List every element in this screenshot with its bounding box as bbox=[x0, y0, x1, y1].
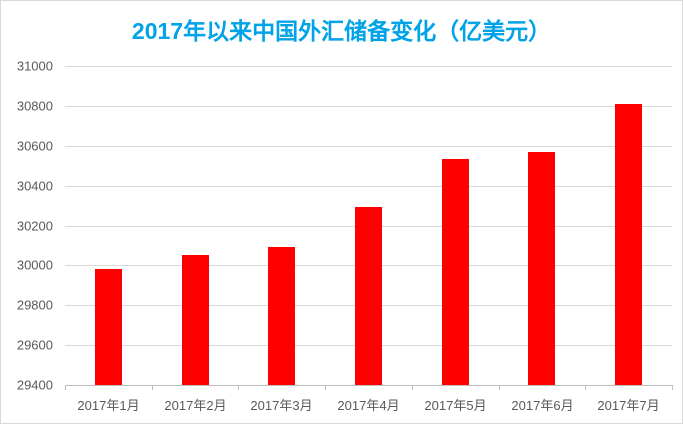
y-axis-tick-label: 30400 bbox=[16, 178, 53, 194]
x-axis-line bbox=[65, 385, 672, 386]
chart-title: 2017年以来中国外汇储备变化（亿美元） bbox=[131, 18, 552, 44]
bar-2017年7月 bbox=[615, 104, 642, 385]
y-gridline bbox=[65, 186, 672, 187]
x-axis-tick-mark bbox=[65, 385, 66, 390]
y-gridline bbox=[65, 146, 672, 147]
y-axis-tick-label: 30600 bbox=[16, 138, 53, 154]
x-axis-tick-label: 2017年1月 bbox=[77, 398, 140, 413]
y-gridline bbox=[65, 66, 672, 67]
bar-2017年6月 bbox=[528, 152, 555, 385]
bar-2017年3月 bbox=[268, 247, 295, 385]
y-axis-tick-label: 29600 bbox=[16, 337, 53, 353]
bar-2017年5月 bbox=[442, 159, 469, 385]
y-axis-tick-label: 30000 bbox=[16, 257, 53, 273]
x-axis-tick-mark bbox=[325, 385, 326, 390]
x-axis-tick-label: 2017年6月 bbox=[511, 398, 574, 413]
x-axis-tick-mark bbox=[499, 385, 500, 390]
bar-2017年1月 bbox=[95, 269, 122, 385]
y-axis-tick-label: 29800 bbox=[16, 297, 53, 313]
x-axis-tick-label: 2017年2月 bbox=[164, 398, 227, 413]
y-axis-tick-label: 31000 bbox=[16, 58, 53, 74]
x-axis-tick-mark bbox=[152, 385, 153, 390]
y-axis-tick-label: 29400 bbox=[16, 377, 53, 393]
x-axis-tick-mark bbox=[238, 385, 239, 390]
bar-2017年4月 bbox=[355, 207, 382, 385]
x-axis-tick-label: 2017年4月 bbox=[337, 398, 400, 413]
x-axis-tick-mark bbox=[585, 385, 586, 390]
y-axis-tick-label: 30800 bbox=[16, 98, 53, 114]
x-axis-tick-mark bbox=[412, 385, 413, 390]
x-axis-tick-label: 2017年7月 bbox=[597, 398, 660, 413]
x-axis-tick-mark bbox=[672, 385, 673, 390]
bar-2017年2月 bbox=[182, 255, 209, 385]
x-axis-tick-label: 2017年5月 bbox=[424, 398, 487, 413]
x-axis-tick-label: 2017年3月 bbox=[250, 398, 313, 413]
y-axis-tick-label: 30200 bbox=[16, 218, 53, 234]
y-gridline bbox=[65, 106, 672, 107]
